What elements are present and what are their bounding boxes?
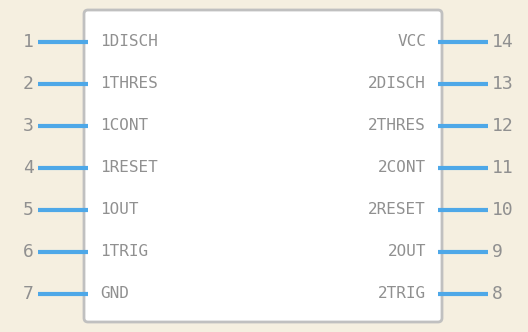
Text: 2CONT: 2CONT [378,160,426,176]
Text: 3: 3 [23,117,34,135]
Text: 1THRES: 1THRES [100,76,158,92]
FancyBboxPatch shape [84,10,442,322]
Text: 10: 10 [492,201,514,219]
Text: 2: 2 [23,75,34,93]
Text: 1: 1 [23,33,34,51]
Text: 11: 11 [492,159,514,177]
Text: 2OUT: 2OUT [388,244,426,260]
Text: 1CONT: 1CONT [100,119,148,133]
Text: VCC: VCC [397,35,426,49]
Text: 6: 6 [23,243,34,261]
Text: 4: 4 [23,159,34,177]
Text: 2THRES: 2THRES [368,119,426,133]
Text: 8: 8 [492,285,503,303]
Text: 13: 13 [492,75,514,93]
Text: 1OUT: 1OUT [100,203,138,217]
Text: 2DISCH: 2DISCH [368,76,426,92]
Text: 12: 12 [492,117,514,135]
Text: 9: 9 [492,243,503,261]
Text: 2TRIG: 2TRIG [378,287,426,301]
Text: 14: 14 [492,33,514,51]
Text: 2RESET: 2RESET [368,203,426,217]
Text: 7: 7 [23,285,34,303]
Text: 1DISCH: 1DISCH [100,35,158,49]
Text: GND: GND [100,287,129,301]
Text: 5: 5 [23,201,34,219]
Text: 1TRIG: 1TRIG [100,244,148,260]
Text: 1RESET: 1RESET [100,160,158,176]
